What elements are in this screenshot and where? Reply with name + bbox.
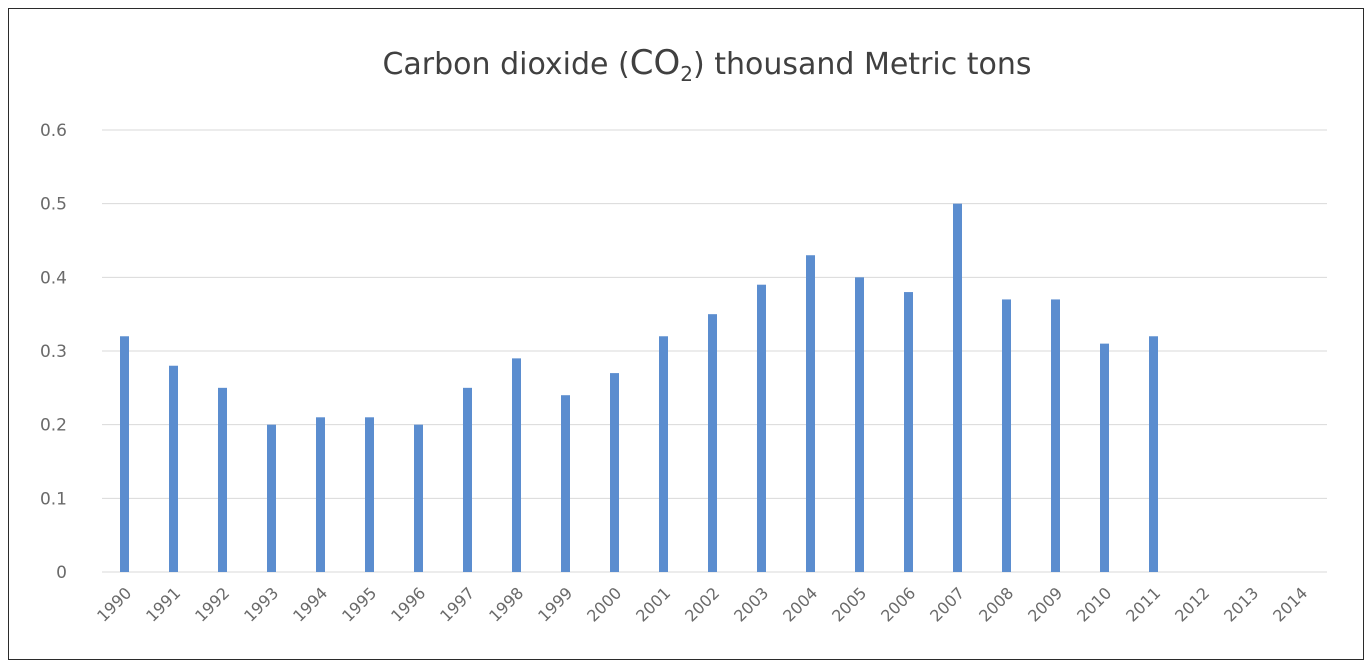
bar	[708, 314, 717, 572]
y-tick-label: 0.4	[40, 268, 67, 288]
chart-title-prefix: Carbon dioxide (	[382, 47, 630, 82]
x-axis-ticks: 1990 1991 1992 1993 1994 1995 1996 1997 1998 1999…	[93, 583, 1311, 625]
bar	[757, 284, 766, 572]
x-tick-label: 1998	[485, 583, 527, 625]
bar	[659, 336, 668, 572]
y-tick-label: 0.3	[40, 342, 67, 362]
chart-title-suffix: ) thousand Metric tons	[692, 47, 1032, 82]
y-tick-label: 0.2	[40, 416, 67, 436]
x-tick-label: 2006	[877, 583, 919, 625]
bar	[610, 373, 619, 572]
chart-title: Carbon dioxide (CO2) thousand Metric ton…	[9, 43, 1363, 86]
bars	[120, 203, 1158, 572]
x-tick-label: 2012	[1171, 583, 1213, 625]
chart-title-subscript: 2	[680, 62, 693, 86]
bar	[316, 417, 325, 572]
x-tick-label: 1996	[387, 583, 429, 625]
x-tick-label: 2010	[1073, 583, 1115, 625]
bar	[904, 292, 913, 572]
x-tick-label: 2002	[681, 583, 723, 625]
bar	[1149, 336, 1158, 572]
bar	[953, 203, 962, 572]
y-tick-label: 0.6	[40, 121, 67, 141]
bar	[120, 336, 129, 572]
x-tick-label: 2013	[1220, 583, 1262, 625]
x-tick-label: 2007	[926, 583, 968, 625]
y-axis-ticks: 0 0.1 0.2 0.3 0.4 0.5 0.6	[40, 121, 67, 583]
y-tick-label: 0	[56, 563, 67, 583]
x-tick-label: 1991	[142, 583, 184, 625]
x-tick-label: 1994	[289, 583, 331, 625]
bar	[561, 395, 570, 572]
bar-chart: 0 0.1 0.2 0.3 0.4 0.5 0.6 1990 1991 1992 1993 1994…	[40, 121, 1327, 626]
x-tick-label: 1995	[338, 583, 380, 625]
bar	[855, 277, 864, 572]
x-tick-label: 2011	[1122, 583, 1164, 625]
x-tick-label: 1999	[534, 583, 576, 625]
x-tick-label: 2005	[828, 583, 870, 625]
chart-frame: Carbon dioxide (CO2) thousand Metric ton…	[8, 8, 1364, 660]
bar	[1051, 299, 1060, 572]
x-tick-label: 2000	[583, 583, 625, 625]
bar	[512, 358, 521, 572]
x-tick-label: 2003	[730, 583, 772, 625]
x-tick-label: 1997	[436, 583, 478, 625]
bar	[1002, 299, 1011, 572]
x-tick-label: 2001	[632, 583, 674, 625]
x-tick-label: 2004	[779, 583, 821, 625]
bar	[365, 417, 374, 572]
bar	[169, 365, 178, 572]
chart-title-chem: CO	[629, 43, 681, 83]
bar	[806, 255, 815, 572]
bar	[1100, 343, 1109, 572]
x-tick-label: 2008	[975, 583, 1017, 625]
bar	[218, 387, 227, 572]
x-tick-label: 1993	[240, 583, 282, 625]
x-tick-label: 1992	[191, 583, 233, 625]
x-tick-label: 1990	[93, 583, 135, 625]
y-tick-label: 0.5	[40, 195, 67, 215]
x-tick-label: 2014	[1269, 583, 1311, 625]
bar	[414, 424, 423, 572]
y-tick-label: 0.1	[40, 489, 67, 509]
bar	[463, 387, 472, 572]
bar	[267, 424, 276, 572]
x-tick-label: 2009	[1024, 583, 1066, 625]
